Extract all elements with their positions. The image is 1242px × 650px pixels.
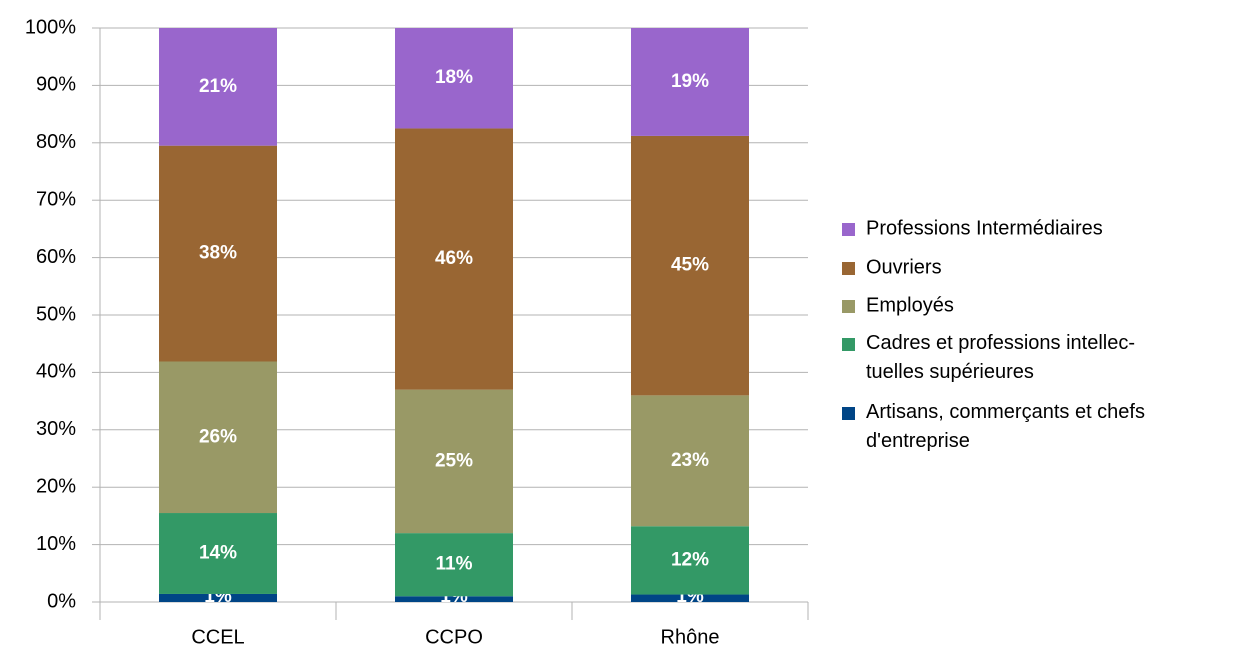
bar-segment <box>159 361 277 514</box>
legend-label: Ouvriers <box>866 256 942 278</box>
y-tick-label: 10% <box>36 533 76 555</box>
bar-segment <box>395 28 513 129</box>
bar-segment <box>159 593 277 602</box>
legend-swatch <box>842 262 855 275</box>
legend-swatch <box>842 338 855 351</box>
y-tick-label: 90% <box>36 74 76 96</box>
data-label: 12% <box>671 549 709 570</box>
legend-swatch <box>842 407 855 420</box>
y-tick-label: 60% <box>36 246 76 268</box>
data-label: 14% <box>199 543 237 564</box>
data-label: 11% <box>436 554 473 575</box>
data-label: 18% <box>435 67 473 88</box>
y-tick-label: 100% <box>25 16 76 38</box>
legend-swatch <box>842 300 855 313</box>
y-tick-label: 0% <box>47 590 76 612</box>
y-tick-label: 80% <box>36 131 76 153</box>
y-tick-label: 50% <box>36 303 76 325</box>
legend-label: Artisans, commerçants et chefs d'entrepri… <box>866 401 1145 452</box>
bar-segment <box>395 596 513 602</box>
y-tick-label: 30% <box>36 418 76 440</box>
data-label: 26% <box>199 426 237 447</box>
x-tick-label: CCPO <box>425 626 483 648</box>
y-tick-label: 20% <box>36 475 76 497</box>
data-label: 25% <box>435 450 473 471</box>
y-tick-label: 40% <box>36 361 76 383</box>
bar-segment <box>395 533 513 597</box>
data-label: 23% <box>671 450 709 471</box>
data-label: 45% <box>671 255 709 276</box>
bar-segment <box>159 145 277 362</box>
bar-segment <box>395 389 513 534</box>
legend-label: Cadres et professions intellec-tuelles s… <box>866 332 1135 383</box>
bar-segment <box>395 128 513 390</box>
bar-segment <box>159 28 277 146</box>
data-label: 19% <box>671 71 709 92</box>
y-tick-label: 70% <box>36 188 76 210</box>
bar-segment <box>631 395 749 527</box>
legend-swatch <box>842 223 855 236</box>
bar-segment <box>631 28 749 136</box>
x-tick-label: CCEL <box>191 626 244 648</box>
data-label: 21% <box>199 76 237 97</box>
legend-label: Professions Intermédiaires <box>866 217 1103 239</box>
data-label: 38% <box>199 243 237 264</box>
bar-segment <box>631 135 749 396</box>
x-tick-label: Rhône <box>661 626 720 648</box>
bar-segment <box>631 526 749 595</box>
bar-segment <box>159 513 277 594</box>
legend-label: Employés <box>866 294 954 316</box>
bar-segment <box>631 594 749 602</box>
data-label: 46% <box>435 248 473 269</box>
